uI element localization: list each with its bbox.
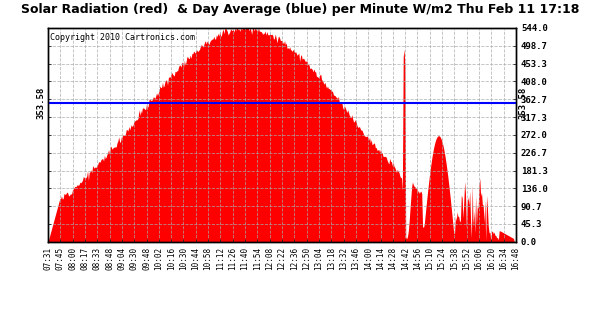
Text: Solar Radiation (red)  & Day Average (blue) per Minute W/m2 Thu Feb 11 17:18: Solar Radiation (red) & Day Average (blu…: [21, 3, 579, 16]
Text: 353.58: 353.58: [37, 87, 46, 119]
Text: Copyright 2010 Cartronics.com: Copyright 2010 Cartronics.com: [50, 33, 196, 42]
Text: 353.58: 353.58: [518, 87, 527, 119]
